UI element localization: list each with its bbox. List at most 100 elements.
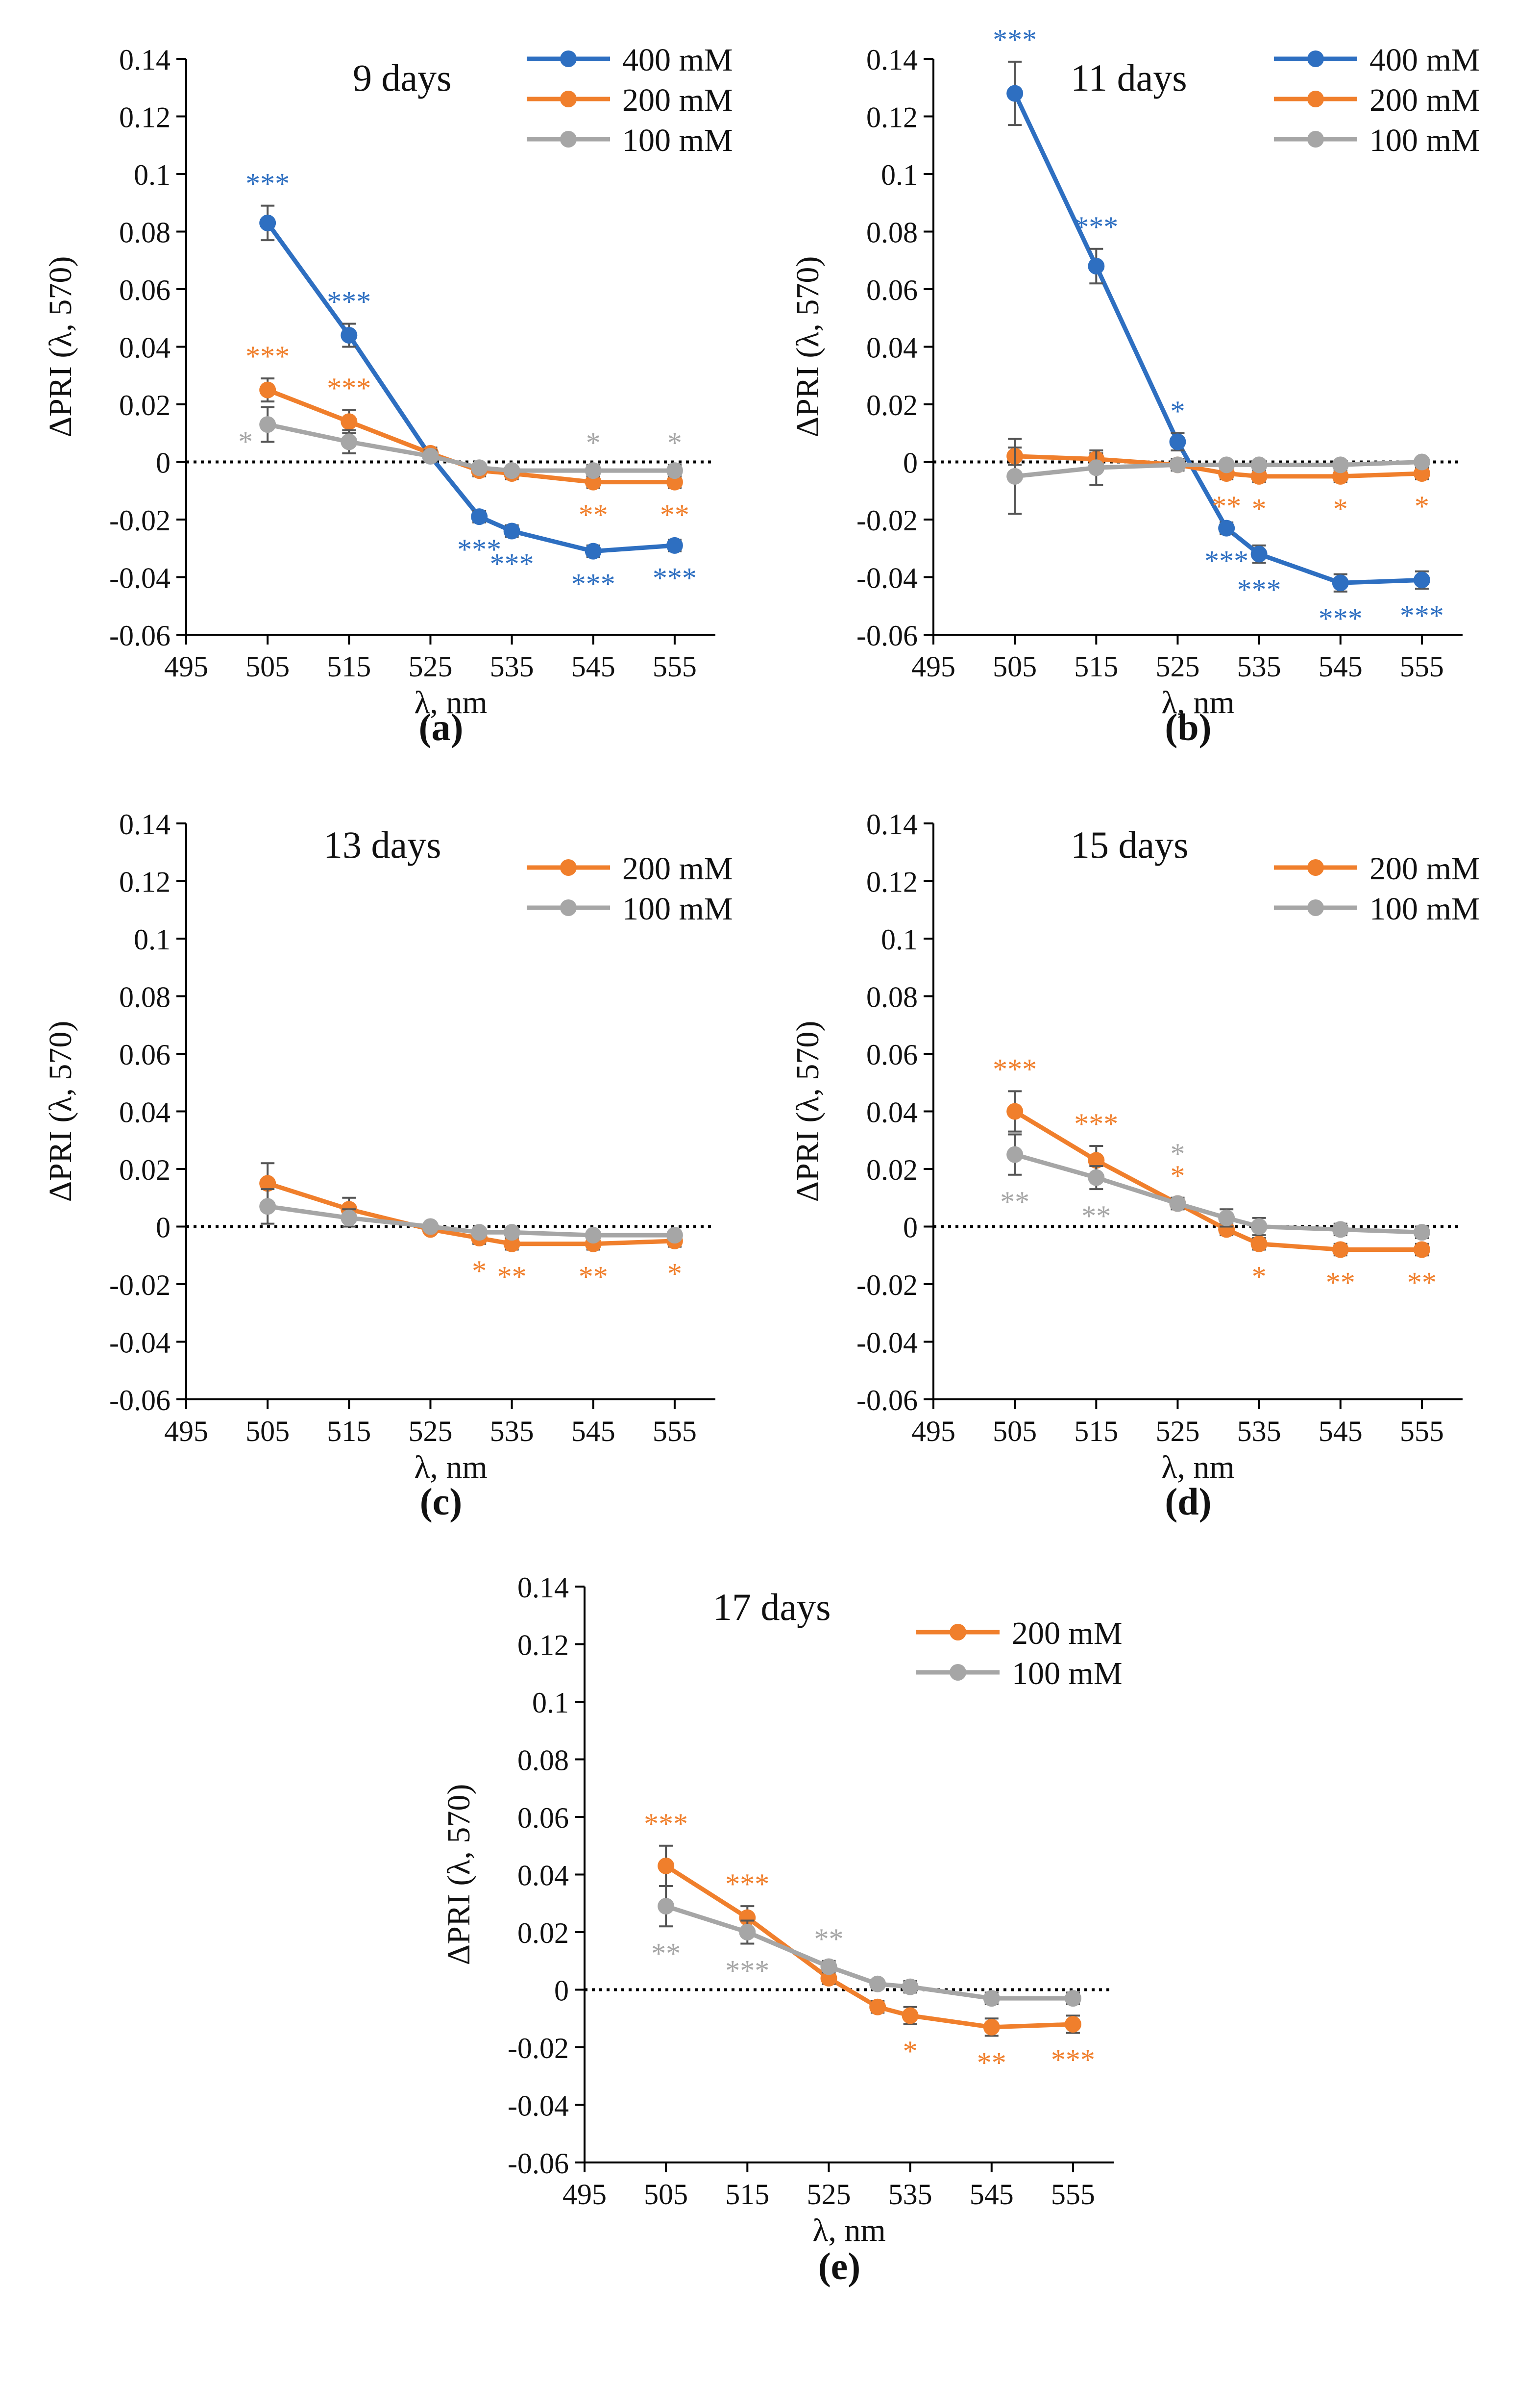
y-tick-label: 0.04	[866, 1096, 918, 1129]
data-point	[1332, 468, 1349, 485]
y-tick-label: 0	[903, 1212, 918, 1244]
series-line	[267, 422, 675, 473]
legend-label: 100 mM	[1369, 891, 1480, 927]
x-tick-label: 535	[490, 1415, 534, 1447]
legend-marker	[1307, 859, 1324, 876]
x-tick-label: 495	[562, 2178, 607, 2211]
data-point	[1413, 571, 1430, 589]
panel-label: (a)	[419, 706, 464, 748]
significance-label: ***	[993, 24, 1037, 56]
legend-marker	[560, 50, 577, 67]
y-tick-label: -0.06	[508, 2147, 569, 2180]
significance-label: ***	[571, 568, 615, 600]
y-tick-label: 0.14	[866, 44, 918, 76]
y-tick-label: 0.14	[119, 44, 171, 76]
data-point	[902, 1978, 919, 1995]
significance-label: *	[1170, 395, 1185, 427]
data-point	[1332, 1241, 1349, 1258]
x-tick-label: 495	[911, 650, 955, 683]
y-tick-label: -0.04	[856, 562, 918, 595]
y-axis-label: ΔPRI (λ, 570)	[43, 256, 78, 438]
y-tick-label: -0.04	[109, 562, 171, 595]
data-point	[1006, 1103, 1024, 1120]
y-tick-label: 0.1	[134, 159, 171, 191]
x-tick-label: 535	[490, 650, 534, 683]
significance-label: *	[1170, 1138, 1185, 1170]
significance-label: **	[497, 1261, 527, 1293]
significance-label: **	[814, 1923, 843, 1955]
x-tick-label: 515	[1074, 1415, 1118, 1447]
legend-marker	[950, 1664, 966, 1681]
y-tick-label: 0	[903, 447, 918, 479]
y-tick-label: 0.1	[881, 159, 918, 191]
data-point	[259, 381, 276, 398]
significance-label: ***	[725, 1868, 769, 1900]
significance-label: ***	[1400, 599, 1444, 632]
panel-label: (b)	[1165, 706, 1211, 748]
x-tick-label: 545	[571, 650, 615, 683]
data-point	[1088, 258, 1105, 274]
data-point	[1218, 520, 1235, 537]
series-400-mM: **************** ***	[993, 24, 1444, 635]
data-point	[259, 1198, 276, 1215]
x-tick-label: 555	[653, 1415, 697, 1447]
significance-label: *	[1415, 490, 1429, 522]
significance-label: *	[238, 425, 253, 458]
day-label: 15 days	[1071, 823, 1188, 866]
data-point	[666, 473, 683, 491]
significance-label: ***	[327, 372, 371, 404]
data-point	[1218, 1209, 1235, 1226]
y-tick-label: 0.02	[119, 389, 171, 422]
data-point	[666, 1227, 683, 1244]
data-point	[1250, 546, 1268, 563]
x-tick-label: 505	[644, 2178, 688, 2211]
legend-marker	[1307, 131, 1324, 148]
x-axis-label: λ, nm	[414, 685, 487, 720]
y-tick-label: -0.02	[856, 504, 918, 537]
significance-label: *	[1252, 493, 1267, 525]
x-tick-label: 525	[1155, 1415, 1199, 1447]
legend-label: 100 mM	[1012, 1656, 1123, 1691]
significance-label: *	[472, 1255, 487, 1287]
data-point	[1332, 574, 1349, 592]
y-tick-label: 0.12	[119, 101, 171, 134]
x-tick-label: 515	[327, 1415, 371, 1447]
series-400-mM: *************** ***	[245, 168, 697, 600]
y-tick-label: 0.08	[119, 217, 171, 249]
data-point	[585, 543, 602, 560]
significance-label: *	[1333, 493, 1348, 525]
significance-label: ***	[1074, 1108, 1118, 1140]
data-point	[471, 459, 488, 476]
y-tick-label: -0.04	[508, 2090, 569, 2122]
x-tick-label: 535	[888, 2178, 932, 2211]
legend-label: 200 mM	[1369, 851, 1480, 887]
significance-label: **	[579, 498, 608, 531]
data-point	[902, 2007, 919, 2024]
y-tick-label: 0.08	[866, 217, 918, 249]
x-tick-label: 515	[725, 2178, 769, 2211]
y-axis-label: ΔPRI (λ, 570)	[441, 1784, 477, 1965]
y-tick-label: 0.14	[517, 1571, 569, 1604]
y-tick-label: 0.08	[119, 981, 171, 1014]
y-tick-label: -0.06	[856, 1384, 918, 1416]
y-tick-label: -0.04	[109, 1327, 171, 1359]
y-tick-label: 0.12	[517, 1629, 569, 1662]
y-tick-label: -0.02	[508, 2032, 569, 2064]
panel-label: (d)	[1165, 1480, 1211, 1523]
panel-b: -0.06 -0.04 -0.02 0 0.02 0.04 0.06 0.08 0.1 0.12 0…	[790, 24, 1480, 748]
series-200-mM: * ** ** *	[259, 1162, 683, 1293]
data-point	[341, 433, 358, 450]
y-axis-label: ΔPRI (λ, 570)	[790, 256, 826, 438]
legend-label: 100 mM	[1369, 123, 1480, 158]
significance-label: *	[667, 426, 682, 459]
panel-label: (e)	[818, 2245, 861, 2287]
data-point	[1218, 456, 1235, 473]
series-100-mM: *******	[651, 1885, 1081, 2007]
x-tick-label: 525	[408, 650, 452, 683]
data-point	[869, 1998, 886, 2015]
y-tick-label: -0.02	[856, 1269, 918, 1301]
data-point	[503, 522, 520, 540]
y-tick-label: -0.02	[109, 504, 171, 537]
x-tick-label: 515	[1074, 650, 1118, 683]
y-tick-label: 0.1	[532, 1687, 569, 1719]
